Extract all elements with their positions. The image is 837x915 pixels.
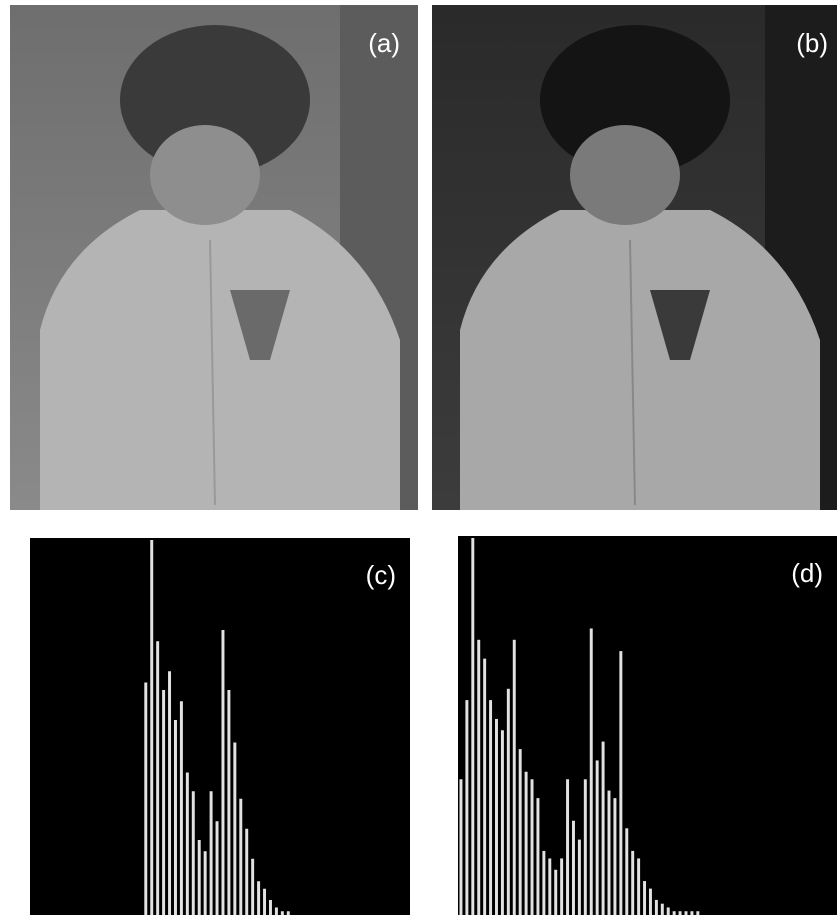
histogram-bar — [203, 851, 207, 915]
histogram-bar — [560, 858, 564, 915]
histogram-bar — [542, 850, 546, 915]
histogram-bar — [589, 628, 593, 915]
histogram-bar — [173, 720, 177, 915]
histogram-bar — [144, 682, 148, 915]
histogram-bar — [477, 639, 481, 915]
histogram-bar — [684, 911, 688, 915]
histogram-bar — [530, 779, 534, 915]
histogram-bar — [571, 820, 575, 915]
histogram-bar — [280, 911, 284, 915]
histogram-bar — [197, 840, 201, 915]
photo-b — [432, 5, 837, 510]
histogram-bar — [654, 899, 658, 915]
histogram-bar — [554, 869, 558, 915]
histogram-bar — [672, 911, 676, 915]
histogram-bar — [150, 540, 154, 915]
histogram-bar — [179, 701, 183, 915]
histogram-bar — [678, 911, 682, 915]
histogram-bar — [168, 671, 172, 915]
panel-label: (b) — [796, 28, 828, 58]
histogram-bar — [648, 888, 652, 915]
histogram-bar — [518, 749, 522, 915]
histogram-bar — [209, 791, 213, 915]
histogram-bar — [500, 730, 504, 915]
histogram-bar — [666, 907, 670, 915]
histogram-bar — [263, 888, 267, 915]
histogram-bar — [536, 798, 540, 915]
histogram-bar — [696, 911, 700, 915]
histogram-bar — [483, 658, 487, 915]
histogram-bar — [601, 741, 605, 915]
panel-label: (d) — [791, 558, 823, 588]
photo-a — [10, 5, 418, 510]
histogram-bar — [660, 903, 664, 915]
histogram-c-background — [30, 538, 410, 915]
panel-label: (c) — [366, 560, 396, 590]
histogram-bar — [495, 718, 498, 915]
histogram-bar — [471, 538, 475, 915]
histogram-bar — [512, 639, 516, 915]
histogram-bar — [619, 651, 623, 915]
histogram-bar — [548, 858, 552, 915]
histogram-bar — [191, 791, 195, 915]
histogram-bar — [631, 850, 635, 915]
histogram-bar — [524, 771, 528, 915]
histogram-bar — [489, 700, 493, 915]
histogram-bar — [607, 790, 611, 915]
histogram-bar — [233, 742, 237, 915]
histogram-bar — [690, 911, 694, 915]
histogram-bar — [506, 688, 510, 915]
histogram-bar — [625, 828, 629, 915]
histogram-bar — [251, 858, 255, 915]
histogram-bar — [162, 690, 166, 915]
histogram-bar — [257, 881, 261, 915]
histogram-bar — [245, 828, 249, 915]
histogram-bar — [459, 779, 463, 915]
histogram-bar — [268, 900, 272, 915]
histogram-bar — [566, 779, 570, 915]
histogram-bar — [227, 690, 231, 915]
histogram-bar — [286, 911, 290, 915]
histogram-bar — [239, 798, 243, 915]
histogram-bar — [156, 641, 160, 915]
histogram-bar — [215, 821, 219, 915]
histogram-bar — [637, 858, 641, 915]
histogram-bar — [643, 881, 647, 915]
histogram-bar — [613, 798, 617, 915]
histogram-bar — [577, 839, 581, 915]
histogram-bar — [274, 907, 278, 915]
histogram-bar — [595, 760, 599, 915]
histogram-bar — [185, 772, 189, 915]
histogram-bar — [583, 779, 587, 915]
histogram-bar — [221, 630, 225, 915]
histogram-bar — [465, 700, 469, 915]
panel-label: (a) — [368, 28, 400, 58]
